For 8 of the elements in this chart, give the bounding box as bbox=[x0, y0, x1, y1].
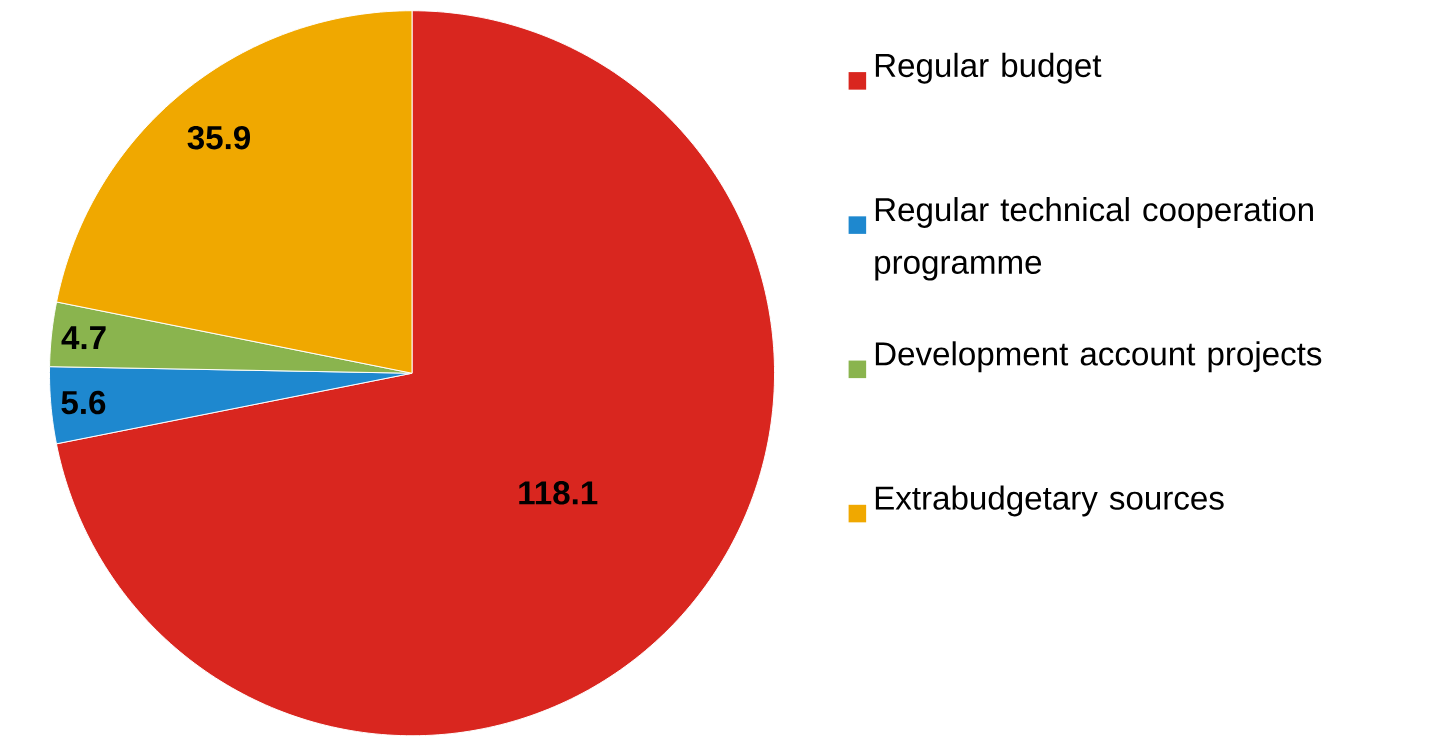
data-label: 35.9 bbox=[187, 126, 251, 150]
data-label: 4.7 bbox=[61, 326, 106, 350]
data-label: 118.1 bbox=[519, 481, 598, 505]
legend-label: Development account projects bbox=[875, 341, 1322, 373]
legend-label: Regular budget bbox=[875, 52, 1102, 84]
legend-label: Extrabudgetary sources bbox=[875, 485, 1224, 517]
data-label: 5.6 bbox=[61, 390, 106, 415]
legend-label: Regular technical cooperation programme bbox=[875, 197, 1313, 281]
